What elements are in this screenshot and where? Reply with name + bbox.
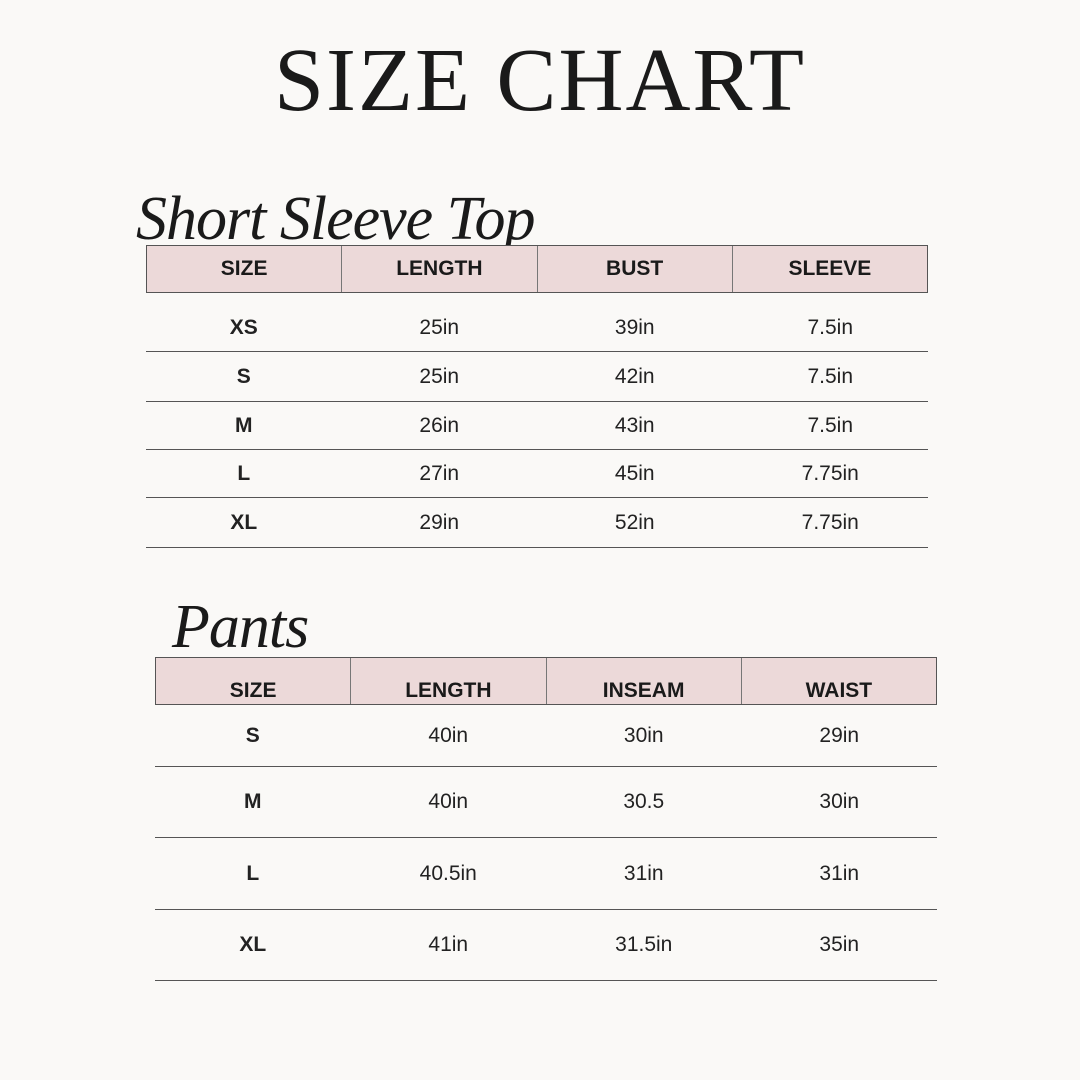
table-header: SIZE LENGTH INSEAM WAIST <box>155 657 937 705</box>
measurement-cell: 25in <box>419 316 460 339</box>
table-row: M 40in 30.5 30in <box>155 767 937 838</box>
table-row: XS 25in 39in 7.5in <box>146 293 928 352</box>
pants-size-table: SIZE LENGTH INSEAM WAIST S 40in 30in 29in M 40in 3… <box>155 657 937 981</box>
table-row: L 40.5in 31in 31in <box>155 838 937 910</box>
measurement-cell: 7.5in <box>807 316 854 339</box>
table-row: XL 41in 31.5in 35in <box>155 910 937 981</box>
size-cell: M <box>244 790 262 813</box>
size-cell: L <box>237 461 251 485</box>
measurement-cell: 40in <box>428 790 469 813</box>
column-header: SIZE <box>156 658 352 704</box>
measurement-cell: 35in <box>819 933 860 956</box>
column-header: INSEAM <box>547 658 742 704</box>
measurement-cell: 31.5in <box>615 933 673 956</box>
measurement-cell: 25in <box>419 364 460 388</box>
column-header: LENGTH <box>351 658 547 704</box>
measurement-cell: 27in <box>419 461 460 485</box>
size-cell: XL <box>239 933 267 956</box>
table-row: S 40in 30in 29in <box>155 705 937 767</box>
measurement-cell: 30in <box>819 790 860 813</box>
measurement-cell: 30in <box>623 723 664 747</box>
measurement-cell: 40.5in <box>419 861 477 885</box>
column-header: SIZE <box>147 246 343 292</box>
measurement-cell: 52in <box>614 510 655 534</box>
column-header: BUST <box>538 246 733 292</box>
tops-size-table: SIZE LENGTH BUST SLEEVE XS 25in 39in 7.5in S 25in… <box>146 245 928 548</box>
measurement-cell: 39in <box>614 316 655 339</box>
table-row: S 25in 42in 7.5in <box>146 352 928 402</box>
pants-heading: Pants <box>172 593 309 661</box>
measurement-cell: 30.5 <box>623 790 665 813</box>
measurement-cell: 45in <box>614 461 655 485</box>
measurement-cell: 31in <box>623 861 664 885</box>
size-cell: M <box>235 413 253 437</box>
page-title: SIZE CHART <box>273 31 807 130</box>
tops-heading: Short Sleeve Top <box>136 185 535 253</box>
size-cell: L <box>246 861 260 885</box>
column-header: WAIST <box>805 679 873 702</box>
column-header: LENGTH <box>342 246 538 292</box>
table-header: SIZE LENGTH BUST SLEEVE <box>146 245 928 293</box>
measurement-cell: 42in <box>614 364 655 388</box>
measurement-cell: 31in <box>819 861 860 885</box>
table-row: XL 29in 52in 7.75in <box>146 498 928 548</box>
measurement-cell: 41in <box>428 933 469 956</box>
measurement-cell: 29in <box>819 723 860 747</box>
measurement-cell: 7.5in <box>807 413 854 437</box>
size-cell: S <box>245 723 260 747</box>
measurement-cell: 26in <box>419 413 460 437</box>
measurement-cell: 7.5in <box>807 364 854 388</box>
table-row: M 26in 43in 7.5in <box>146 402 928 450</box>
measurement-cell: 7.75in <box>801 461 859 485</box>
measurement-cell: 40in <box>428 723 469 747</box>
measurement-cell: 7.75in <box>801 510 859 534</box>
measurement-cell: 29in <box>419 510 460 534</box>
size-cell: XL <box>230 510 258 534</box>
measurement-cell: 43in <box>614 413 655 437</box>
size-cell: S <box>236 364 251 388</box>
column-header: SLEEVE <box>788 257 872 280</box>
size-cell: XS <box>229 316 258 339</box>
table-row: L 27in 45in 7.75in <box>146 450 928 498</box>
